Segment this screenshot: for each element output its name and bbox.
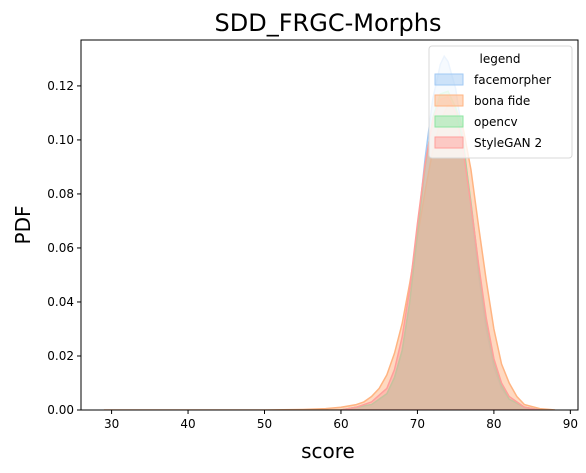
legend-swatch-bona-fide — [434, 94, 464, 107]
y-tick-label: 0.08 — [47, 187, 74, 201]
y-tick-label: 0.00 — [47, 403, 74, 417]
x-tick-label: 70 — [410, 417, 425, 431]
x-tick-label: 90 — [563, 417, 578, 431]
legend-label: opencv — [474, 115, 518, 129]
chart-title: SDD_FRGC-Morphs — [215, 9, 442, 37]
x-axis-label: score — [301, 439, 355, 463]
legend-label: StyleGAN 2 — [474, 136, 542, 150]
y-tick-label: 0.04 — [47, 295, 74, 309]
legend-label: bona fide — [474, 94, 530, 108]
legend-label: facemorpher — [474, 73, 551, 87]
legend-swatch-facemorpher — [434, 73, 464, 86]
legend-swatch-opencv — [434, 115, 464, 128]
x-tick-label: 30 — [104, 417, 119, 431]
x-tick-label: 80 — [486, 417, 501, 431]
y-axis-label: PDF — [11, 206, 35, 245]
y-tick-label: 0.06 — [47, 241, 74, 255]
y-tick-label: 0.12 — [47, 79, 74, 93]
legend: legend facemorpher bona fide opencv StyleGA… — [428, 45, 573, 159]
legend-title: legend — [480, 52, 521, 66]
x-tick-label: 50 — [257, 417, 272, 431]
legend-swatch-stylegan-2 — [434, 136, 464, 149]
y-tick-label: 0.10 — [47, 133, 74, 147]
y-tick-label: 0.02 — [47, 349, 74, 363]
legend-box — [428, 45, 573, 159]
x-tick-label: 60 — [333, 417, 348, 431]
x-tick-label: 40 — [180, 417, 195, 431]
plot-frame — [80, 39, 579, 411]
